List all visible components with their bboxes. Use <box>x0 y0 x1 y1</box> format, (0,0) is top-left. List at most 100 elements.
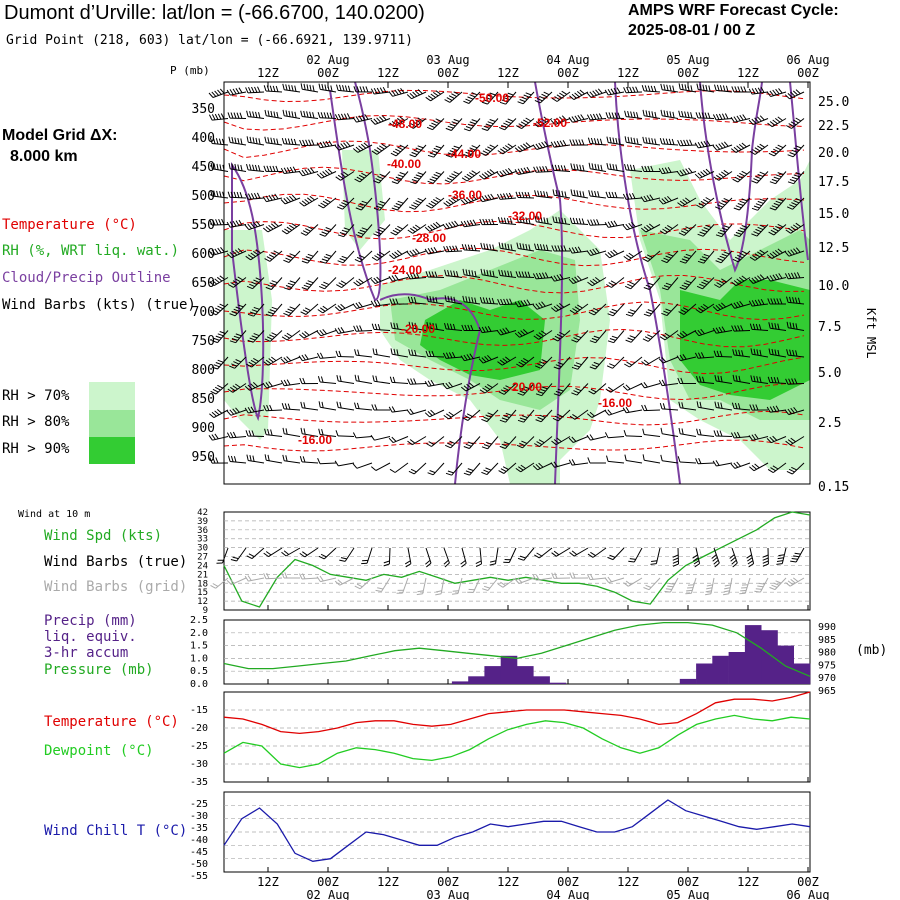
wind-barb-feather <box>592 248 597 255</box>
wind-barb-feather <box>703 253 710 257</box>
wind-barb-feather <box>589 340 596 344</box>
wind-barb-feather <box>215 138 219 145</box>
wind-barb-feather <box>482 218 486 225</box>
wind-barb-feather <box>551 440 557 446</box>
wind-barb-feather <box>541 141 546 148</box>
wind-barb <box>608 409 625 416</box>
wind-barb-feather <box>453 145 460 149</box>
wind-barb-feather <box>444 269 447 276</box>
wind-barb-feather <box>730 116 735 123</box>
wind-barb-feather <box>408 349 411 356</box>
wind-barb-feather <box>771 348 774 355</box>
pressure-tick: 985 <box>818 635 836 646</box>
wind-barb-feather <box>685 280 692 284</box>
wind-barb-feather <box>666 110 669 117</box>
wind-barb-feather <box>517 146 523 151</box>
wind-barb-feather <box>383 560 390 564</box>
wind-barb-feather <box>371 404 375 411</box>
wind-barb-feather <box>449 323 453 330</box>
wind10m-barbs-true <box>216 547 805 568</box>
height-tick-label: 20.0 <box>818 146 849 161</box>
wind-barb-feather <box>451 221 456 227</box>
wind-barb <box>625 435 643 437</box>
wind-barb-feather <box>356 583 363 588</box>
wind-barb-feather <box>339 204 345 208</box>
pressure-tick-label: 950 <box>192 450 215 465</box>
height-tick-label: 12.5 <box>818 241 849 256</box>
wind-barb-feather <box>699 428 702 436</box>
wind-barb-feather <box>573 364 580 368</box>
wind-barb-feather <box>571 277 577 283</box>
wind-barb-feather <box>427 248 432 254</box>
wind-barb-feather <box>239 112 243 119</box>
wind-barb-feather <box>676 333 683 339</box>
wind-barb-feather <box>430 200 437 205</box>
wind-barb-feather <box>393 348 396 355</box>
wind-barb-feather <box>521 96 528 100</box>
wind-barb-feather <box>337 144 343 150</box>
wind-barb-feather <box>352 463 358 469</box>
wind-barb-feather <box>572 413 578 419</box>
wind-barb-feather <box>263 361 269 366</box>
wind-barb-feather <box>359 254 365 259</box>
wind-barb-feather <box>569 572 573 579</box>
wind-barb-feather <box>244 224 250 230</box>
wind-barb-feather <box>614 191 618 198</box>
wind-barb-feather <box>643 195 648 202</box>
wind-barb-feather <box>312 85 315 92</box>
windchill-legend: Wind Chill T (°C) <box>44 823 188 839</box>
wind-barb-feather <box>253 333 260 337</box>
height-tick-label: 25.0 <box>818 95 849 110</box>
wind-barb-feather <box>252 137 255 144</box>
wind-barb-feather <box>714 84 717 91</box>
wind-barb-feather <box>501 242 504 249</box>
wind-barb-feather <box>737 229 744 233</box>
wind-barb-feather <box>647 165 651 172</box>
wind-barb-feather <box>593 335 600 339</box>
wind-barb-feather <box>723 169 729 175</box>
wind-barb-feather <box>650 165 654 172</box>
wind-barb <box>229 196 247 199</box>
wind-barb-feather <box>489 92 496 96</box>
wind-barb-feather <box>787 408 792 415</box>
wind-barb-feather <box>561 90 568 95</box>
wind-barb-feather <box>640 227 647 233</box>
wind-barb-feather <box>770 150 777 155</box>
wind-barb-feather <box>267 311 274 315</box>
wind-barb-feather <box>626 361 633 366</box>
wind-barb-feather <box>497 361 503 366</box>
wind-barb-feather <box>795 323 798 330</box>
wind-barb-feather <box>572 217 576 224</box>
wind-barb-feather <box>553 550 560 556</box>
wind-barb-feather <box>480 268 483 275</box>
wind-barb <box>391 381 409 384</box>
wind-barb-feather <box>796 272 801 279</box>
bottom-time-tick-label: 12Z <box>257 875 279 889</box>
wind-barb <box>230 142 247 146</box>
wind-barb-feather <box>463 385 469 390</box>
wind-barb-feather <box>616 87 621 93</box>
wind-barb-feather <box>552 216 555 223</box>
wind-barb-feather <box>303 258 310 262</box>
isotherm-label: -40.00 <box>387 157 421 171</box>
wind-barb-feather <box>339 401 342 409</box>
wind-barb-feather <box>503 415 510 419</box>
wind-barb-feather <box>582 164 585 172</box>
wind-barb <box>286 330 301 341</box>
wind-barb-feather <box>237 248 243 254</box>
wind-barb-feather <box>551 97 558 102</box>
wind-barb-feather <box>405 563 412 568</box>
wind-barb-feather <box>605 191 609 198</box>
wind-barb-feather <box>561 115 567 121</box>
wind-barb <box>356 407 373 411</box>
wind-barb-feather <box>462 268 465 275</box>
wind-barb-feather <box>582 191 585 198</box>
wind-barb-feather <box>715 144 721 150</box>
wind-barb-feather <box>719 430 723 437</box>
wind-barb-feather <box>793 200 800 204</box>
wind-barb-feather <box>256 192 261 199</box>
wind-barb-feather <box>678 401 681 408</box>
wind-barb-feather <box>230 559 237 562</box>
wind-barb-feather <box>455 245 459 252</box>
wind-barb-feather <box>266 165 270 172</box>
